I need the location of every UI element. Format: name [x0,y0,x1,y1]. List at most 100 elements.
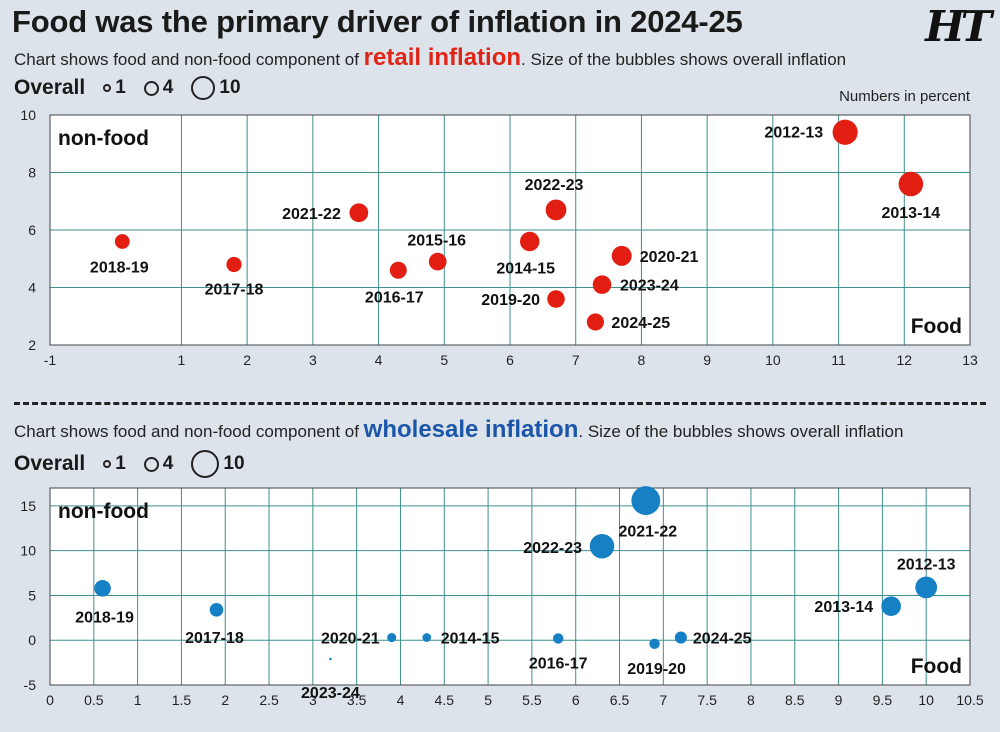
wholesale-bubble-label-2024-25: 2024-25 [693,631,752,648]
wholesale-subtitle-post: . Size of the bubbles shows overall infl… [578,422,904,441]
wholesale-legend-label-medium: 4 [162,453,174,474]
retail-x-tick-label: 6 [506,352,514,368]
retail-bubble-label-2022-23: 2022-23 [525,177,584,194]
retail-bubble-2022-23 [545,199,567,221]
wholesale-size-legend: Overall 1 4 10 [14,450,263,478]
retail-x-tick-label: 3 [309,352,317,368]
wholesale-x-tick-label: 3 [309,692,317,708]
wholesale-x-tick-label: 7.5 [697,692,717,708]
retail-y-tick-label: 8 [28,165,36,181]
retail-bubble-2015-16 [428,252,447,271]
wholesale-legend-item-medium: 4 [143,453,174,475]
wholesale-bubble-label-2023-24: 2023-24 [301,685,360,702]
retail-x-tick-label: 2 [243,352,251,368]
wholesale-bubble-label-2016-17: 2016-17 [529,655,588,672]
retail-y-tick-label: 10 [20,107,36,123]
retail-bubble-2020-21 [611,245,632,266]
retail-bubble-label-2019-20: 2019-20 [481,292,540,309]
wholesale-x-tick-label: 0 [46,692,54,708]
legend-circle-icon [103,460,112,468]
retail-bubble-label-2024-25: 2024-25 [611,315,670,332]
retail-bubble-label-2017-18: 2017-18 [205,282,264,299]
retail-bubble-2019-20 [547,290,565,308]
retail-bubble-2024-25 [586,313,605,331]
wholesale-bubble-label-2017-18: 2017-18 [185,630,244,647]
wholesale-bubble-2012-13 [915,576,938,599]
retail-x-tick-label: 5 [440,352,448,368]
wholesale-bubble-2021-22 [631,486,661,515]
units-note: Numbers in percent [839,88,970,105]
legend-circle-icon [143,80,159,96]
wholesale-bubble-2013-14 [881,596,901,616]
wholesale-bubble-2024-25 [674,631,687,644]
wholesale-x-tick-label: 0.5 [84,692,104,708]
wholesale-legend-item-small: 1 [103,453,126,475]
retail-bubble-label-2013-14: 2013-14 [881,205,940,222]
retail-plot-border [49,114,971,346]
wholesale-y-axis-name: non-food [58,500,149,523]
wholesale-y-tick-label: 15 [20,498,36,514]
wholesale-bubble-2023-24 [329,657,332,661]
wholesale-legend-title: Overall [14,452,86,475]
wholesale-x-tick-label: 2.5 [259,692,279,708]
wholesale-x-tick-label: 2 [221,692,229,708]
retail-bubble-label-2021-22: 2021-22 [282,206,341,223]
wholesale-legend-item-large: 10 [191,450,245,478]
legend-circle-icon [143,456,159,472]
retail-bubble-label-2023-24: 2023-24 [620,278,679,295]
wholesale-x-tick-label: 9.5 [873,692,893,708]
wholesale-y-tick-label: 0 [28,632,36,648]
retail-x-tick-label: 1 [178,352,186,368]
retail-legend-item-small: 1 [103,77,126,99]
wholesale-subtitle-pre: Chart shows food and non-food component … [14,422,364,441]
retail-chart: -1 1 2 3 4 5 6 7 8 9 10 11 12 13246810non-foodFood201… [20,107,978,368]
retail-legend-label-medium: 4 [162,77,174,98]
retail-x-tick-label: 12 [896,352,912,368]
retail-y-tick-label: 2 [28,337,36,353]
retail-legend-title: Overall [14,76,86,99]
wholesale-x-axis-name: Food [911,655,962,678]
retail-legend-item-large: 10 [191,76,241,100]
wholesale-y-tick-label: -5 [24,677,37,693]
wholesale-bubble-label-2021-22: 2021-22 [618,524,677,541]
ht-logo: HT [925,2,992,51]
retail-x-tick-label: 10 [765,352,781,368]
retail-legend-label-large: 10 [219,77,241,98]
wholesale-x-tick-label: 3.5 [347,692,367,708]
wholesale-x-tick-label: 6.5 [610,692,630,708]
wholesale-bubble-label-2012-13: 2012-13 [897,556,956,573]
retail-y-axis-name: non-food [58,127,149,150]
retail-y-tick-label: 6 [28,222,36,238]
page-title: Food was the primary driver of inflation… [12,4,743,39]
wholesale-bubble-label-2019-20: 2019-20 [627,661,686,678]
wholesale-bubble-label-2018-19: 2018-19 [75,609,134,626]
retail-subtitle-post: . Size of the bubbles shows overall infl… [521,50,847,69]
wholesale-x-tick-label: 8 [747,692,755,708]
retail-bubble-label-2015-16: 2015-16 [407,233,466,250]
retail-x-tick-label: 8 [638,352,646,368]
wholesale-x-tick-label: 8.5 [785,692,805,708]
wholesale-plot-border [49,487,971,686]
retail-legend-item-medium: 4 [143,77,174,99]
wholesale-bubble-label-2014-15: 2014-15 [441,631,500,648]
wholesale-x-tick-label: 5.5 [522,692,542,708]
wholesale-bubble-label-2022-23: 2022-23 [523,540,582,557]
retail-bubble-label-2020-21: 2020-21 [640,249,699,266]
retail-x-axis-name: Food [911,315,962,338]
retail-bubble-label-2016-17: 2016-17 [365,289,424,306]
wholesale-x-tick-label: 6 [572,692,580,708]
wholesale-x-tick-label: 10 [918,692,934,708]
wholesale-bubble-2019-20 [649,638,660,650]
legend-circle-icon [103,84,112,92]
retail-subtitle-highlight: retail inflation [363,44,522,71]
retail-x-tick-label: 11 [831,352,846,368]
wholesale-x-tick-label: 7 [659,692,667,708]
wholesale-x-tick-label: 10.5 [956,692,983,708]
retail-y-tick-label: 4 [28,280,36,296]
retail-x-tick-label: -1 [44,352,57,368]
retail-bubble-2018-19 [114,234,130,249]
wholesale-bubble-2018-19 [94,579,111,597]
legend-circle-icon [191,450,220,478]
retail-bubble-label-2012-13: 2012-13 [764,124,823,141]
